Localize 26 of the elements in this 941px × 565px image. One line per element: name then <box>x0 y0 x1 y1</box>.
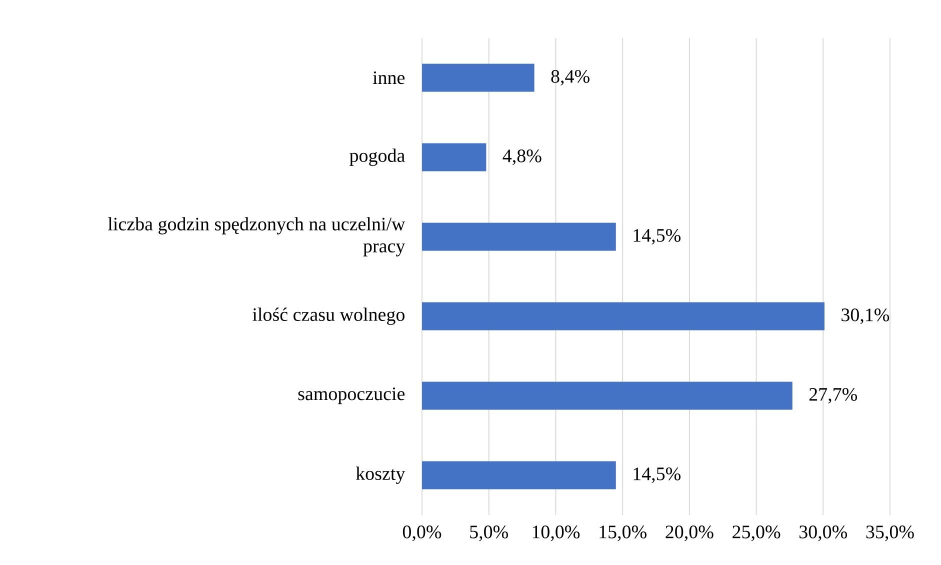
data-label: 27,7% <box>809 388 858 404</box>
x-tick-label: 25,0% <box>732 526 780 542</box>
bar <box>422 302 824 330</box>
data-label: 4,8% <box>502 149 542 166</box>
x-tick-label: 15,0% <box>600 526 646 542</box>
bar <box>422 64 534 92</box>
bar <box>422 382 792 410</box>
y-tick-label: liczba godzin spędzonych na uczelni/w pracy <box>108 217 406 256</box>
x-tick-label: 30,0% <box>800 526 848 542</box>
y-tick-label: samopoczucie <box>298 387 405 404</box>
x-tick-label: 20,0% <box>666 526 714 542</box>
data-label: 8,4% <box>551 70 590 86</box>
bar <box>422 143 486 172</box>
y-tick-label: inne <box>372 71 405 84</box>
bar <box>422 222 616 251</box>
y-tick-label: koszty <box>356 466 406 484</box>
x-tick-label: 35,0% <box>866 526 914 542</box>
data-label: 30,1% <box>842 308 890 324</box>
data-label: 14,5% <box>634 467 681 484</box>
data-label: 14,5% <box>634 228 681 245</box>
x-tick-label: 5,0% <box>470 526 508 542</box>
y-tick-label: ilość czasu wolnego <box>252 308 404 325</box>
x-tick-label: 10,0% <box>532 526 580 542</box>
bar <box>422 461 616 490</box>
x-tick-label: 0,0% <box>402 526 442 542</box>
y-tick-label: pogoda <box>350 148 405 166</box>
